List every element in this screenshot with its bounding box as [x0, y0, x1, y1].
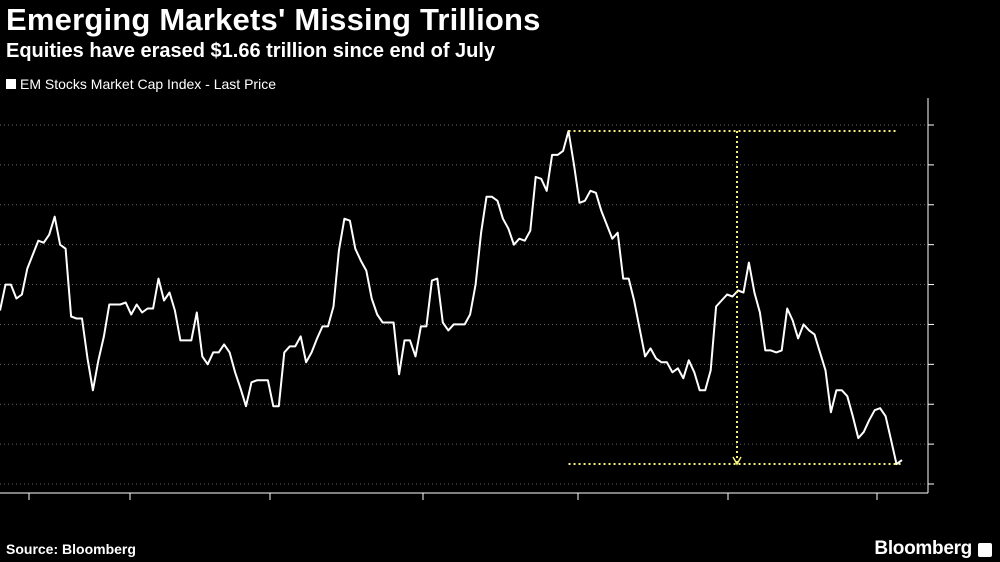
chart-subtitle: Equities have erased $1.66 trillion sinc…: [6, 40, 496, 62]
source-note: Source: Bloomberg: [6, 541, 136, 557]
brand-logo: Bloomberg: [874, 538, 972, 559]
annotation-arrow-icon: [732, 456, 742, 466]
legend-label: EM Stocks Market Cap Index - Last Price: [20, 76, 276, 92]
legend: EM Stocks Market Cap Index - Last Price: [6, 76, 276, 92]
legend-swatch: [6, 79, 16, 89]
chart-title: Emerging Markets' Missing Trillions: [6, 2, 541, 37]
series-line-em-market-cap: [0, 130, 903, 466]
brand-mark-icon: [978, 543, 992, 557]
